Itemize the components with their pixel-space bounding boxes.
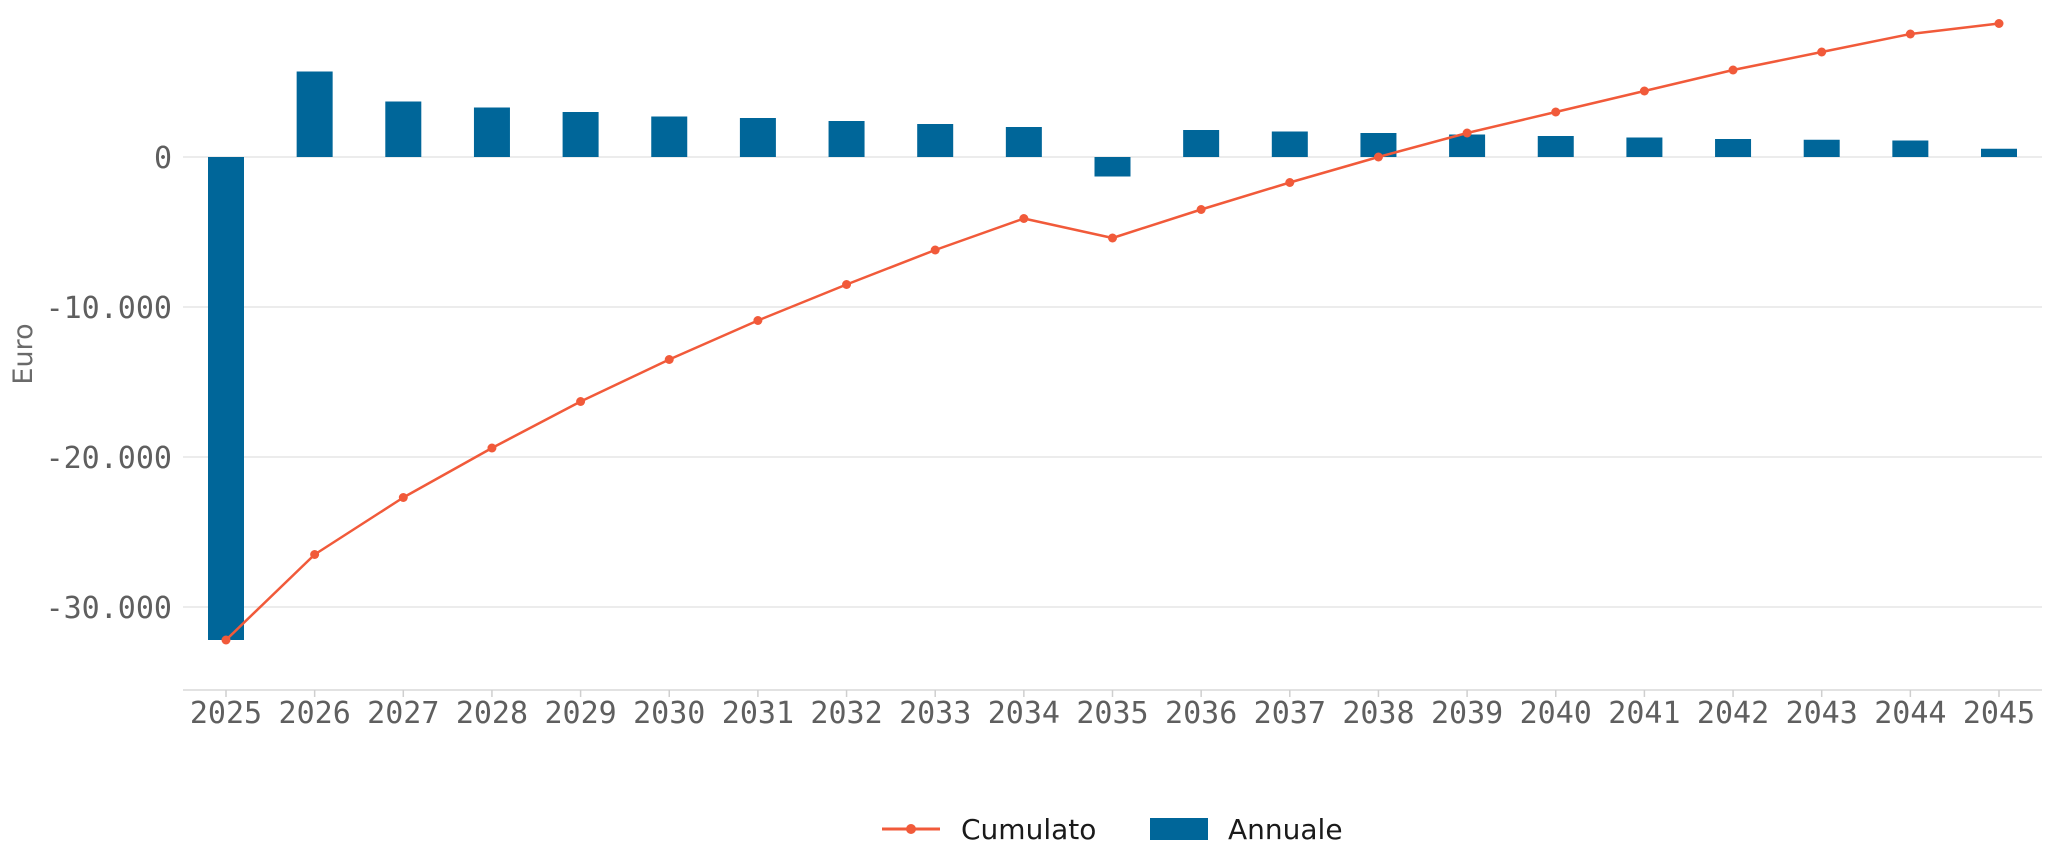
x-tick-label: 2030 [633, 696, 705, 731]
point-cumulato[interactable] [753, 316, 763, 325]
x-tick-label: 2043 [1786, 696, 1858, 731]
point-cumulato[interactable] [664, 355, 674, 364]
bar-annuale[interactable] [208, 157, 244, 640]
x-tick-label: 2041 [1608, 696, 1680, 731]
x-tick-label: 2033 [899, 696, 971, 731]
y-tick-label: -10.000 [46, 291, 172, 326]
bar-annuale[interactable] [1803, 139, 1840, 157]
point-cumulato[interactable] [1817, 47, 1827, 57]
point-cumulato[interactable] [1019, 214, 1029, 223]
point-cumulato[interactable] [1728, 65, 1738, 75]
bar-annuale[interactable] [385, 101, 422, 158]
bar-annuale[interactable] [1005, 127, 1042, 157]
x-tick-label: 2031 [722, 696, 794, 731]
bars-annuale [208, 71, 2017, 640]
point-cumulato[interactable] [1373, 152, 1383, 162]
point-cumulato[interactable] [1285, 178, 1295, 187]
bar-annuale[interactable] [1094, 157, 1131, 177]
point-cumulato[interactable] [930, 245, 940, 255]
bar-annuale[interactable] [828, 121, 865, 157]
y-tick-label: 0 [154, 141, 172, 176]
axes: 0 -10.000 -20.000 -30.000 2025 2026 2027 2028 20… [46, 141, 2042, 731]
point-cumulato[interactable] [576, 397, 586, 406]
y-axis-title: Euro [8, 323, 39, 384]
bar-annuale[interactable] [1271, 131, 1308, 158]
x-tick-label: 2038 [1342, 696, 1414, 731]
x-tick-label: 2045 [1963, 696, 2035, 731]
legend-marker-swatch [906, 824, 916, 834]
y-tick-label: -30.000 [46, 591, 172, 626]
point-cumulato[interactable] [1551, 107, 1561, 117]
bar-annuale[interactable] [562, 112, 599, 157]
legend-label-cumulato: Cumulato [961, 813, 1096, 846]
point-cumulato[interactable] [310, 550, 320, 559]
point-cumulato[interactable] [1196, 205, 1206, 214]
bar-annuale[interactable] [1449, 134, 1486, 158]
legend-label-annuale: Annuale [1228, 813, 1343, 846]
x-tick-label: 2039 [1431, 696, 1503, 731]
x-tick-label: 2040 [1520, 696, 1592, 731]
point-cumulato[interactable] [487, 443, 497, 453]
x-tick-label: 2029 [544, 696, 616, 731]
bar-annuale[interactable] [296, 71, 333, 158]
bar-annuale[interactable] [651, 116, 688, 158]
x-tick-label: 2032 [810, 696, 882, 731]
legend-item-cumulato[interactable]: Cumulato [882, 813, 1096, 846]
bar-annuale[interactable] [1981, 148, 2017, 157]
x-tick-label: 2036 [1165, 696, 1237, 731]
bar-annuale[interactable] [1626, 137, 1663, 158]
x-tick-label: 2025 [190, 696, 262, 731]
bar-annuale[interactable] [1715, 139, 1752, 157]
x-tick-label: 2028 [456, 696, 528, 731]
bar-annuale[interactable] [1892, 140, 1929, 158]
x-tick-label: 2026 [279, 696, 351, 731]
point-cumulato[interactable] [1994, 19, 2004, 28]
bar-annuale[interactable] [1183, 130, 1220, 157]
legend: Cumulato Annuale [882, 813, 1343, 846]
legend-item-annuale[interactable]: Annuale [1150, 813, 1343, 846]
x-tick-label: 2035 [1076, 696, 1148, 731]
bar-annuale[interactable] [1537, 136, 1574, 157]
gridlines [183, 156, 2042, 608]
x-tick-label: 2027 [367, 696, 439, 731]
x-tick-label: 2042 [1697, 696, 1769, 731]
point-cumulato[interactable] [1108, 233, 1117, 243]
point-cumulato[interactable] [1639, 86, 1649, 96]
point-cumulato[interactable] [842, 280, 852, 289]
x-tick-label: 2044 [1874, 696, 1946, 731]
point-cumulato[interactable] [398, 493, 408, 502]
bar-annuale[interactable] [473, 107, 510, 158]
x-tick-label: 2034 [988, 696, 1060, 731]
line-cumulato [221, 19, 2004, 645]
bar-annuale[interactable] [917, 124, 954, 157]
point-cumulato[interactable] [221, 635, 231, 645]
bar-annuale[interactable] [739, 118, 776, 157]
point-cumulato[interactable] [1905, 29, 1915, 39]
point-cumulato[interactable] [1462, 128, 1472, 138]
y-tick-label: -20.000 [46, 441, 172, 476]
x-tick-label: 2037 [1254, 696, 1326, 731]
legend-bar-swatch [1150, 818, 1208, 840]
